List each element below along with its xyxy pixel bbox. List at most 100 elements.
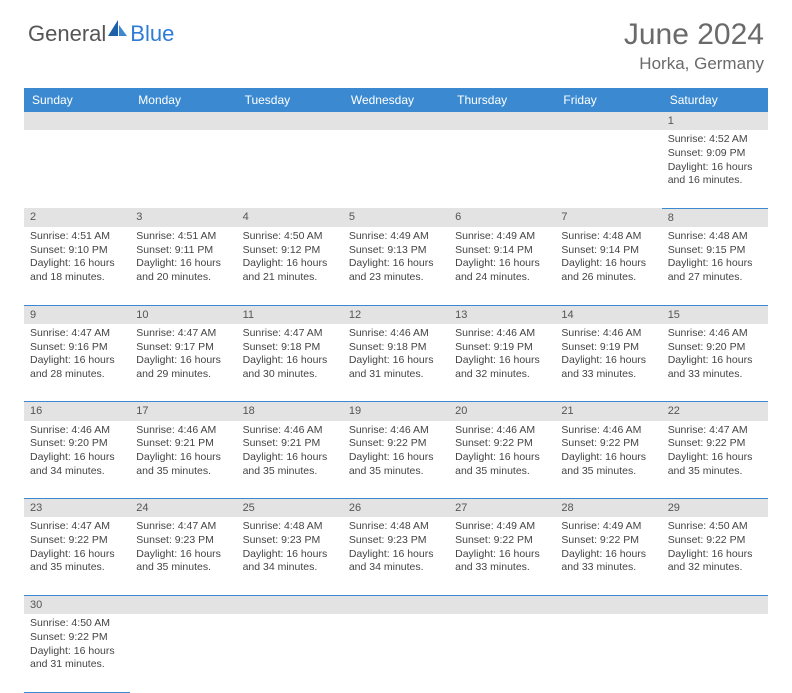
day-number-cell: 16 [24, 402, 130, 421]
day2-text: and 35 minutes. [136, 561, 230, 575]
sunrise-text: Sunrise: 4:52 AM [668, 133, 762, 147]
day2-text: and 35 minutes. [30, 561, 124, 575]
empty-cell [24, 130, 130, 208]
day-cell: Sunrise: 4:48 AMSunset: 9:15 PMDaylight:… [662, 227, 768, 305]
day1-text: Daylight: 16 hours [455, 354, 549, 368]
empty-cell [662, 614, 768, 692]
day1-text: Daylight: 16 hours [668, 548, 762, 562]
day1-text: Daylight: 16 hours [349, 354, 443, 368]
day-number-cell [237, 595, 343, 614]
week-row: Sunrise: 4:47 AMSunset: 9:16 PMDaylight:… [24, 324, 768, 402]
day1-text: Daylight: 16 hours [136, 548, 230, 562]
day2-text: and 29 minutes. [136, 368, 230, 382]
day1-text: Daylight: 16 hours [349, 257, 443, 271]
day-cell: Sunrise: 4:49 AMSunset: 9:13 PMDaylight:… [343, 227, 449, 305]
day-number-cell: 9 [24, 305, 130, 324]
sunset-text: Sunset: 9:16 PM [30, 341, 124, 355]
sunset-text: Sunset: 9:22 PM [455, 437, 549, 451]
day-number-cell [662, 595, 768, 614]
sunrise-text: Sunrise: 4:47 AM [30, 520, 124, 534]
day2-text: and 33 minutes. [561, 561, 655, 575]
day2-text: and 24 minutes. [455, 271, 549, 285]
sunset-text: Sunset: 9:18 PM [349, 341, 443, 355]
sunset-text: Sunset: 9:20 PM [668, 341, 762, 355]
empty-cell [343, 614, 449, 692]
day-number-cell: 29 [662, 499, 768, 518]
day-cell: Sunrise: 4:47 AMSunset: 9:16 PMDaylight:… [24, 324, 130, 402]
sunset-text: Sunset: 9:12 PM [243, 244, 337, 258]
day-number-cell: 14 [555, 305, 661, 324]
day2-text: and 26 minutes. [561, 271, 655, 285]
day-cell: Sunrise: 4:48 AMSunset: 9:23 PMDaylight:… [237, 517, 343, 595]
sunrise-text: Sunrise: 4:49 AM [455, 230, 549, 244]
day-number-cell: 13 [449, 305, 555, 324]
day1-text: Daylight: 16 hours [349, 548, 443, 562]
sunset-text: Sunset: 9:19 PM [561, 341, 655, 355]
weekday-header: Wednesday [343, 88, 449, 112]
day2-text: and 35 minutes. [455, 465, 549, 479]
empty-cell [237, 614, 343, 692]
week-row: Sunrise: 4:46 AMSunset: 9:20 PMDaylight:… [24, 421, 768, 499]
day-cell: Sunrise: 4:46 AMSunset: 9:21 PMDaylight:… [130, 421, 236, 499]
day-number-row: 2345678 [24, 208, 768, 227]
day-number-cell [24, 112, 130, 130]
day-number-cell: 12 [343, 305, 449, 324]
day1-text: Daylight: 16 hours [668, 161, 762, 175]
day-number-cell [449, 595, 555, 614]
day-number-cell [130, 595, 236, 614]
day-cell: Sunrise: 4:52 AMSunset: 9:09 PMDaylight:… [662, 130, 768, 208]
sunset-text: Sunset: 9:19 PM [455, 341, 549, 355]
day2-text: and 31 minutes. [349, 368, 443, 382]
sunrise-text: Sunrise: 4:50 AM [668, 520, 762, 534]
page-location: Horka, Germany [624, 54, 764, 74]
day2-text: and 34 minutes. [30, 465, 124, 479]
day1-text: Daylight: 16 hours [668, 257, 762, 271]
weekday-header: Thursday [449, 88, 555, 112]
day2-text: and 34 minutes. [243, 561, 337, 575]
day-number-cell [343, 595, 449, 614]
week-row: Sunrise: 4:50 AMSunset: 9:22 PMDaylight:… [24, 614, 768, 692]
day1-text: Daylight: 16 hours [30, 645, 124, 659]
day-number-cell: 8 [662, 208, 768, 227]
day-cell: Sunrise: 4:49 AMSunset: 9:14 PMDaylight:… [449, 227, 555, 305]
day-number-cell [130, 112, 236, 130]
day2-text: and 34 minutes. [349, 561, 443, 575]
sunrise-text: Sunrise: 4:47 AM [668, 424, 762, 438]
sunrise-text: Sunrise: 4:47 AM [136, 327, 230, 341]
day1-text: Daylight: 16 hours [455, 548, 549, 562]
day2-text: and 35 minutes. [668, 465, 762, 479]
day1-text: Daylight: 16 hours [136, 257, 230, 271]
sunrise-text: Sunrise: 4:46 AM [668, 327, 762, 341]
empty-cell [343, 130, 449, 208]
day-cell: Sunrise: 4:48 AMSunset: 9:23 PMDaylight:… [343, 517, 449, 595]
day-cell: Sunrise: 4:46 AMSunset: 9:19 PMDaylight:… [449, 324, 555, 402]
day-number-cell: 7 [555, 208, 661, 227]
day-cell: Sunrise: 4:50 AMSunset: 9:12 PMDaylight:… [237, 227, 343, 305]
day-number-cell: 27 [449, 499, 555, 518]
day-cell: Sunrise: 4:46 AMSunset: 9:20 PMDaylight:… [662, 324, 768, 402]
sunrise-text: Sunrise: 4:46 AM [349, 424, 443, 438]
day-cell: Sunrise: 4:46 AMSunset: 9:19 PMDaylight:… [555, 324, 661, 402]
day-number-row: 16171819202122 [24, 402, 768, 421]
day1-text: Daylight: 16 hours [136, 354, 230, 368]
sunrise-text: Sunrise: 4:46 AM [561, 424, 655, 438]
day-number-cell: 30 [24, 595, 130, 614]
day-cell: Sunrise: 4:50 AMSunset: 9:22 PMDaylight:… [24, 614, 130, 692]
day2-text: and 16 minutes. [668, 174, 762, 188]
sunset-text: Sunset: 9:22 PM [349, 437, 443, 451]
sunset-text: Sunset: 9:15 PM [668, 244, 762, 258]
day-cell: Sunrise: 4:46 AMSunset: 9:22 PMDaylight:… [449, 421, 555, 499]
day2-text: and 35 minutes. [136, 465, 230, 479]
day-number-cell: 21 [555, 402, 661, 421]
empty-cell [555, 614, 661, 692]
sunset-text: Sunset: 9:14 PM [455, 244, 549, 258]
day2-text: and 35 minutes. [243, 465, 337, 479]
day1-text: Daylight: 16 hours [668, 451, 762, 465]
day1-text: Daylight: 16 hours [561, 354, 655, 368]
sunset-text: Sunset: 9:22 PM [561, 437, 655, 451]
sunrise-text: Sunrise: 4:47 AM [30, 327, 124, 341]
day-number-cell [449, 112, 555, 130]
day-number-cell: 17 [130, 402, 236, 421]
sunset-text: Sunset: 9:23 PM [136, 534, 230, 548]
day-number-row: 30 [24, 595, 768, 614]
